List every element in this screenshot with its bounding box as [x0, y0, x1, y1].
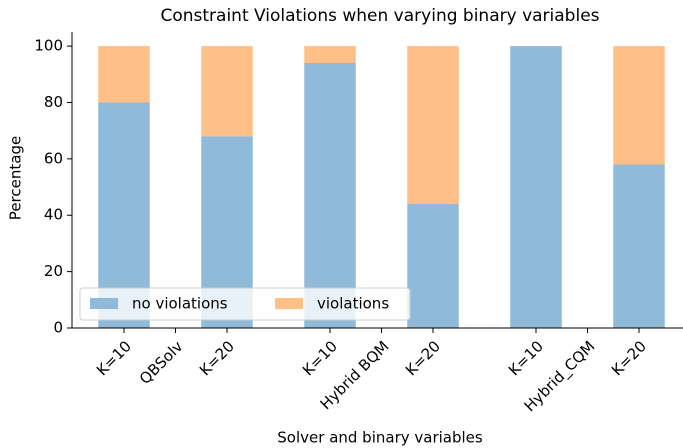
chart-title: Constraint Violations when varying binar…	[160, 6, 599, 26]
legend-label: violations	[317, 295, 389, 313]
x-tick-label: K=10	[299, 337, 341, 379]
bar-segment	[201, 46, 253, 137]
x-tick-label: K=10	[93, 337, 135, 379]
bar-segment	[407, 46, 459, 204]
y-tick-label: 60	[44, 149, 63, 167]
x-tick-label: QBSolv	[136, 337, 187, 388]
legend-swatch	[90, 298, 118, 309]
y-tick-label: 80	[44, 93, 63, 111]
bar-segment	[613, 46, 665, 165]
x-tick-label: K=20	[608, 337, 650, 379]
bar-segment	[304, 46, 356, 64]
bar-segment	[98, 46, 150, 103]
x-tick-label: K=20	[402, 337, 444, 379]
x-axis-label: Solver and binary variables	[277, 429, 483, 447]
legend: no violations violations	[79, 287, 411, 321]
legend-label: no violations	[132, 295, 228, 313]
bar-segment	[510, 46, 562, 328]
bar-segment	[407, 203, 459, 328]
legend-box	[79, 287, 411, 321]
y-tick-label: 100	[34, 37, 63, 55]
y-tick-label: 40	[44, 206, 63, 224]
x-tick-label: K=20	[196, 337, 238, 379]
bar-segment	[613, 164, 665, 328]
y-tick-label: 20	[44, 262, 63, 280]
x-tick-label: K=10	[505, 337, 547, 379]
bar-segment	[304, 63, 356, 329]
y-tick-label: 0	[53, 319, 63, 337]
y-axis-label: Percentage	[7, 136, 25, 220]
legend-swatch	[275, 298, 303, 309]
